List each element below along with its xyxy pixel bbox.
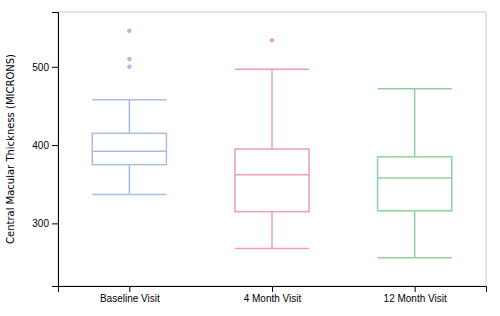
chart: 300 400 500 Baseline Visit 4 Month Visit 12 M… [0, 0, 500, 316]
flier [127, 57, 131, 61]
y-tick-label: 400 [32, 140, 49, 151]
median-line [235, 174, 309, 176]
lower-whisker [414, 211, 416, 258]
y-tick-mark [52, 145, 58, 146]
lower-whisker [271, 212, 273, 249]
y-tick-mark [52, 223, 58, 224]
box [235, 149, 309, 212]
upper-whisker [414, 89, 416, 157]
x-tick-label: 12 Month Visit [384, 293, 447, 304]
box-group [235, 38, 309, 248]
y-tick-label: 300 [32, 218, 49, 229]
box [378, 157, 452, 211]
x-tick-mark [415, 286, 416, 292]
marks [92, 29, 452, 258]
box [92, 133, 166, 164]
box-group [92, 29, 166, 195]
y-tick: 300 [32, 218, 58, 229]
upper-whisker [271, 69, 273, 149]
y-axis-line [52, 13, 59, 287]
upper-whisker [129, 100, 131, 134]
upper-cap [378, 88, 452, 90]
y-tick-label: 500 [32, 62, 49, 73]
x-tick-mark [272, 286, 273, 292]
y-axis: 300 400 500 [32, 13, 58, 287]
y-tick-mark [52, 67, 58, 68]
upper-cap [235, 68, 309, 70]
x-axis: Baseline Visit 4 Month Visit 12 Month Visi… [59, 286, 487, 304]
x-tick: Baseline Visit [100, 286, 160, 304]
x-tick: 4 Month Visit [244, 286, 302, 304]
lower-cap [378, 257, 452, 259]
flier [127, 29, 131, 33]
lower-cap [235, 248, 309, 250]
upper-cap [92, 99, 166, 101]
lower-cap [92, 194, 166, 196]
x-tick-label: 4 Month Visit [244, 293, 302, 304]
median-line [92, 151, 166, 153]
y-tick: 400 [32, 140, 58, 151]
median-line [378, 177, 452, 179]
flier [127, 65, 131, 69]
x-tick: 12 Month Visit [384, 286, 447, 304]
y-axis-title: Central Macular Thickness (MICRONS) [5, 54, 16, 244]
flier [270, 38, 274, 42]
plot-frame [58, 12, 486, 286]
box-group [378, 89, 452, 258]
x-axis-line [59, 287, 487, 293]
plot: 300 400 500 Baseline Visit 4 Month Visit 12 M… [32, 12, 486, 304]
lower-whisker [129, 165, 131, 195]
x-tick-label: Baseline Visit [100, 293, 160, 304]
x-tick-mark [129, 286, 130, 292]
y-tick: 500 [32, 62, 58, 73]
